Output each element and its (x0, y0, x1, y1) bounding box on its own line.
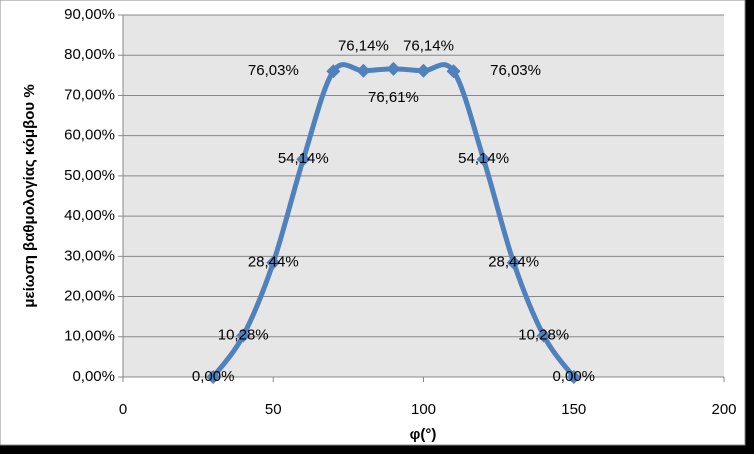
marker (566, 370, 581, 384)
y-tick-label: 20,00% (64, 288, 115, 305)
data-label: 28,44% (488, 254, 539, 271)
data-label: 76,14% (338, 38, 389, 55)
x-tick-label: 0 (119, 401, 127, 418)
marker (416, 63, 431, 78)
marker (326, 64, 341, 79)
data-label: 76,61% (368, 89, 419, 106)
marker (476, 152, 491, 167)
data-label: 76,14% (403, 38, 454, 55)
y-tick-label: 0,00% (72, 368, 115, 385)
y-tick-label: 50,00% (64, 167, 115, 184)
data-label: 54,14% (278, 150, 329, 167)
data-label: 0,00% (192, 368, 235, 385)
y-tick-label: 10,00% (64, 328, 115, 345)
marker (236, 328, 251, 343)
marker (206, 370, 221, 384)
data-label: 0,00% (552, 368, 595, 385)
y-tick-label: 90,00% (64, 6, 115, 23)
y-tick-label: 40,00% (64, 207, 115, 224)
data-label: 10,28% (518, 327, 569, 344)
y-tick-label: 30,00% (64, 247, 115, 264)
x-tick-label: 150 (561, 401, 586, 418)
marker (386, 61, 401, 76)
data-label: 76,03% (490, 62, 541, 79)
marker (356, 63, 371, 78)
x-tick-label: 50 (265, 401, 282, 418)
data-label: 10,28% (218, 327, 269, 344)
x-tick-label: 200 (711, 401, 736, 418)
x-axis-label: φ(°) (410, 426, 437, 443)
y-tick-label: 80,00% (64, 46, 115, 63)
marker (266, 255, 281, 270)
data-label: 28,44% (248, 254, 299, 271)
marker (446, 64, 461, 79)
y-axis-label: μείωση βαθμολογίας κόμβου % (21, 84, 38, 307)
y-tick-label: 60,00% (64, 127, 115, 144)
marker (536, 328, 551, 343)
y-tick-label: 70,00% (64, 86, 115, 103)
data-label: 76,03% (248, 62, 299, 79)
marker (506, 255, 521, 270)
x-tick-label: 100 (411, 401, 436, 418)
marker (296, 152, 311, 167)
data-label: 54,14% (458, 150, 509, 167)
